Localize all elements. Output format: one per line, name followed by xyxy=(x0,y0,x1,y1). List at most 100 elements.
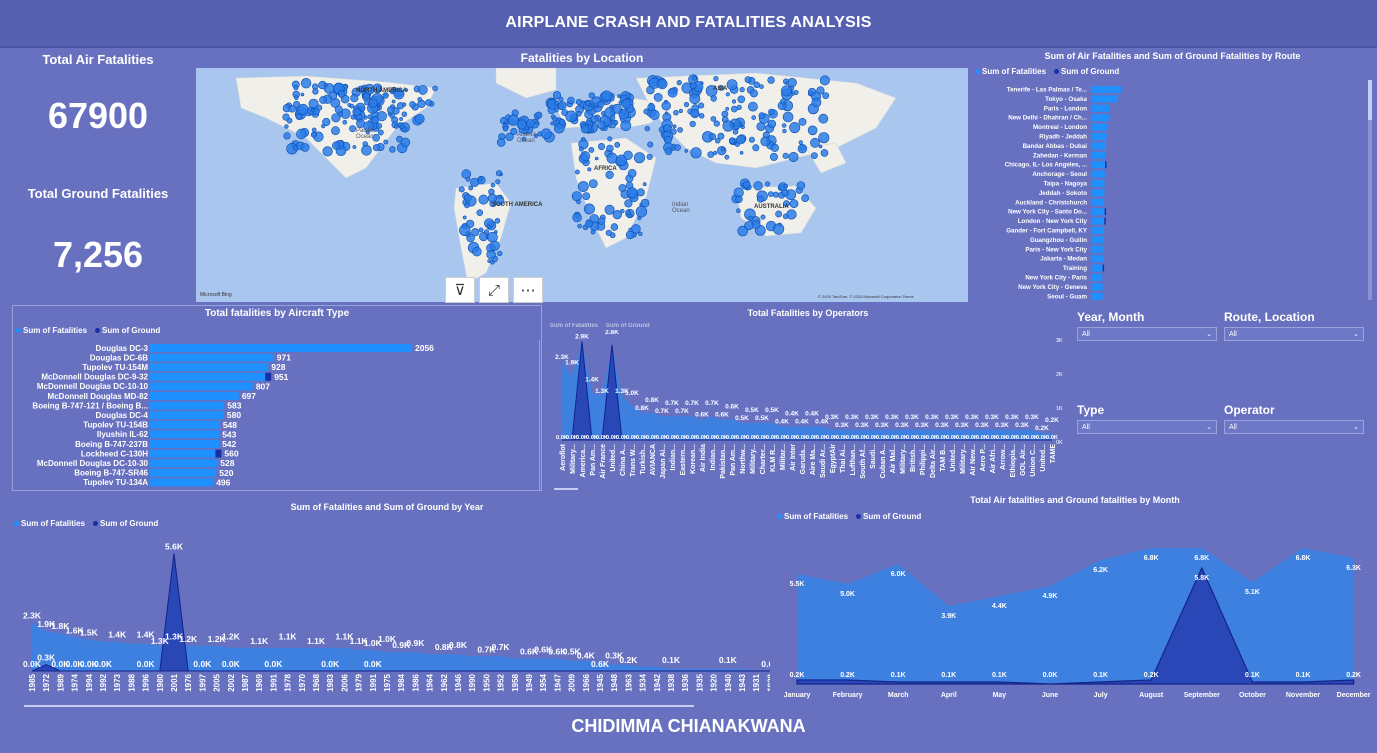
map-crash-bubble xyxy=(487,231,498,243)
map-crash-bubble xyxy=(550,121,555,126)
map-crash-bubble xyxy=(383,139,389,145)
year-value-label: 0.9K xyxy=(406,638,425,648)
dashboard-header: AIRPLANE CRASH AND FATALITIES ANALYSIS xyxy=(0,0,1377,48)
year-category-label: 1978 xyxy=(284,673,293,691)
map-crash-bubble xyxy=(612,210,622,220)
route-ground-bar xyxy=(1105,161,1107,169)
year-value-label: 1.2K xyxy=(208,634,227,644)
map-crash-bubble xyxy=(782,78,789,85)
map-crash-bubble xyxy=(425,99,432,106)
route-chart-scrollbar[interactable] xyxy=(1368,80,1372,300)
year-category-label: 1986 xyxy=(411,673,420,691)
year-category-label: 1942 xyxy=(653,673,662,691)
operators-value-label: 1.0K xyxy=(625,390,639,397)
operator-category-label: Thai Ai... xyxy=(840,444,847,473)
fatalities-map[interactable]: NORTH AMERICA SOUTH AMERICA AFRICA ASIA … xyxy=(196,68,968,302)
route-label: Training xyxy=(1063,265,1087,272)
map-canvas[interactable] xyxy=(196,68,968,302)
year-category-label: 1966 xyxy=(582,673,591,691)
operators-ground-label: 0.0K xyxy=(986,435,999,441)
map-crash-bubble xyxy=(607,136,613,142)
year-category-label: 2002 xyxy=(227,673,236,691)
map-crash-bubble xyxy=(781,123,787,128)
operators-ground-label: 0.0K xyxy=(956,435,969,441)
month-ground-value-label: 0.2K xyxy=(1144,672,1159,679)
legend-dot-icon xyxy=(95,328,101,333)
map-crash-bubble xyxy=(288,105,296,113)
route-label: New York City - Geneva xyxy=(1018,284,1087,291)
legend-item-ground: Sum of Ground xyxy=(606,323,650,329)
route-location-slicer[interactable]: All ⌄ xyxy=(1224,327,1364,341)
year-month-slicer[interactable]: All ⌄ xyxy=(1077,327,1217,341)
operator-slicer[interactable]: All ⌄ xyxy=(1224,420,1364,434)
operator-category-label: Pan Am... xyxy=(590,444,597,476)
map-crash-bubble xyxy=(728,137,736,144)
operators-ground-label: 0.0K xyxy=(736,435,749,441)
operators-y-tick: 2K xyxy=(1056,372,1063,378)
operators-ground-label: 0.0K xyxy=(566,435,579,441)
map-crash-bubble xyxy=(312,88,319,95)
map-crash-bubble xyxy=(820,149,829,157)
route-label: Seoul - Guam xyxy=(1047,293,1087,300)
map-crash-bubble xyxy=(604,204,615,215)
map-crash-bubble xyxy=(633,152,645,164)
month-category-label: September xyxy=(1184,692,1220,699)
map-crash-bubble xyxy=(626,187,638,198)
year-category-label: 1954 xyxy=(539,673,548,691)
map-crash-bubble xyxy=(789,199,799,209)
map-crash-bubble xyxy=(409,101,416,108)
map-crash-bubble xyxy=(807,125,818,136)
year-value-label: 1.2K xyxy=(179,634,198,644)
map-crash-bubble xyxy=(797,143,808,154)
route-location-slicer-label: Route, Location xyxy=(1224,310,1315,324)
operator-category-label: Indian... xyxy=(710,444,717,471)
month-value-label: 5.5K xyxy=(790,581,805,588)
year-value-label: 1.5K xyxy=(80,628,99,638)
type-slicer[interactable]: All ⌄ xyxy=(1077,420,1217,434)
operator-category-label: Aero P... xyxy=(980,444,987,472)
route-label: Chicago, IL- Los Angeles, ... xyxy=(1005,162,1088,169)
route-ground-bar xyxy=(1104,217,1106,225)
aircraft-label: Boeing B-747-121 / Boeing B... xyxy=(32,401,148,410)
map-crash-bubble xyxy=(576,111,582,117)
map-crash-bubble xyxy=(552,116,558,122)
year-chart: 2.3K1.9K1.8K1.6K1.5K 1.4K 1.4K5.6K1.3K1.2K… xyxy=(23,541,770,707)
year-value-label: 0.8K xyxy=(435,642,454,652)
year-category-label: 1935 xyxy=(695,673,704,691)
operators-ground-label: 0.0K xyxy=(846,435,859,441)
map-crash-bubble xyxy=(605,229,612,236)
route-bar xyxy=(1091,292,1103,300)
operators-ground-label: 0.0K xyxy=(906,435,919,441)
month-area xyxy=(797,548,1354,684)
map-crash-bubble xyxy=(597,143,605,151)
operators-ground-label: 0.0K xyxy=(616,435,629,441)
map-crash-bubble xyxy=(742,180,751,189)
operators-ground-label: 0.0K xyxy=(966,435,979,441)
aircraft-label: Boeing B-747-237B xyxy=(75,440,148,449)
map-crash-bubble xyxy=(818,132,830,144)
operator-category-label: Japan Ai... xyxy=(660,444,667,479)
month-ground-value-label: 0.1K xyxy=(1093,672,1108,679)
chevron-down-icon: ⌄ xyxy=(1353,424,1359,431)
map-crash-bubble xyxy=(625,230,635,240)
route-bar xyxy=(1091,245,1103,253)
month-ground-value-label: 0.2K xyxy=(1346,672,1361,679)
aircraft-label: Tupolev TU-154M xyxy=(82,363,148,372)
map-crash-bubble xyxy=(783,183,788,189)
filter-icon[interactable]: ⊽ xyxy=(445,277,475,303)
route-chart-scroll-thumb[interactable] xyxy=(1368,80,1372,120)
more-options-icon[interactable]: ⋯ xyxy=(513,277,543,303)
focus-mode-icon[interactable]: ⤢ xyxy=(479,277,509,303)
map-crash-bubble xyxy=(624,199,633,208)
month-value-label: 6.8K xyxy=(1296,555,1311,562)
total-ground-fatalities-value: 7,256 xyxy=(52,234,144,275)
map-crash-bubble xyxy=(643,108,650,115)
operator-category-label: Union C... xyxy=(1030,444,1037,477)
route-label: Riyadh - Jeddah xyxy=(1039,134,1087,141)
map-crash-bubble xyxy=(377,129,384,136)
operators-value-label: 0.4K xyxy=(805,410,819,417)
aircraft-label: McDonnell Douglas DC-9-32 xyxy=(41,373,148,382)
aircraft-value-label: 583 xyxy=(227,401,241,411)
map-crash-bubble xyxy=(557,101,567,111)
route-label: New York City - Santo Do... xyxy=(1008,209,1087,216)
